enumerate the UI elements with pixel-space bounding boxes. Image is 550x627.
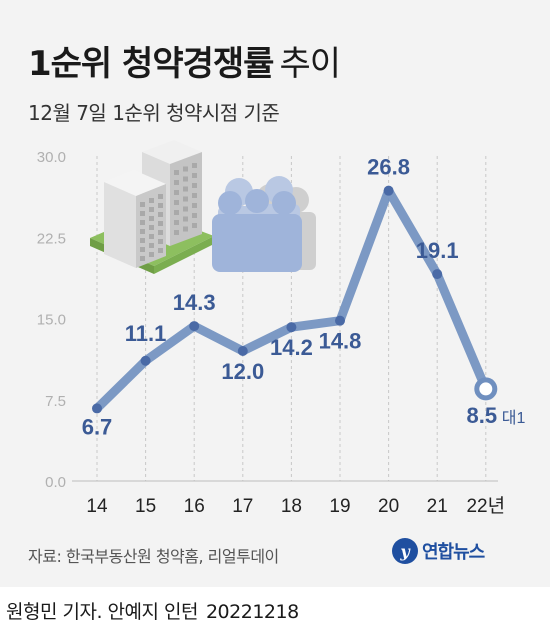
series-layer: [92, 185, 498, 414]
source-note: 자료: 한국부동산원 청약홈, 리얼투데이: [28, 547, 279, 566]
title-main: 1순위 청약경쟁률: [28, 44, 274, 84]
line-chart: 30.0 22.5 15.0 7.5 0.0 14 15 16 17 18 19 20 21 22년: [36, 140, 526, 517]
data-point: [383, 185, 394, 196]
x-tick-label: 18: [281, 496, 302, 517]
data-label: 6.7: [82, 414, 113, 439]
infographic-card: 1순위 청약경쟁률 추이 12월 7일 1순위 청약시점 기준 30.0 22.5 1…: [0, 0, 550, 587]
credit-line: 원형민 기자. 안예지 인턴 20221218: [6, 597, 299, 624]
chart-subtitle: 12월 7일 1순위 청약시점 기준: [28, 101, 280, 125]
data-label: 8.5: [467, 403, 498, 428]
logo-text: 연합뉴스: [422, 542, 485, 563]
data-label: 12.0: [221, 359, 264, 384]
data-label: 14.2: [270, 335, 313, 360]
y-tick-label: 22.5: [37, 230, 66, 247]
x-tick-label: 21: [427, 496, 448, 517]
y-tick-label: 7.5: [45, 393, 66, 410]
y-tick-label: 0.0: [45, 474, 66, 491]
label-layer: 6.7 11.114.3 12.014.2 14.8 26.8 19.1 8.5 대1: [82, 155, 526, 440]
data-point: [474, 377, 498, 401]
data-label: 26.8: [367, 155, 410, 180]
illustration-layer: [90, 140, 316, 274]
people-group-icon: [212, 176, 316, 272]
y-tick-label: 15.0: [37, 312, 66, 329]
data-label-unit: 대1: [502, 409, 526, 427]
x-tick-label: 15: [135, 496, 156, 517]
data-point: [286, 322, 297, 333]
yonhap-logo: y 연합뉴스: [392, 538, 485, 564]
data-label: 14.3: [173, 290, 216, 315]
data-point: [335, 315, 345, 326]
data-label: 19.1: [416, 238, 459, 263]
data-point: [189, 321, 200, 332]
yonhap-logo-icon: y: [392, 538, 418, 564]
credit-author: 원형민 기자. 안예지 인턴: [6, 601, 198, 623]
y-tick-label: 30.0: [37, 149, 66, 166]
credit-date: 20221218: [205, 601, 299, 623]
x-tick-label: 19: [329, 496, 350, 517]
x-tick-label: 14: [86, 496, 108, 517]
x-tick-label: 17: [232, 496, 253, 517]
x-tick-label: 16: [184, 496, 205, 517]
data-point: [140, 355, 151, 366]
x-tick-label: 22년: [466, 495, 505, 517]
data-point: [92, 403, 102, 414]
title-sub: 추이: [279, 44, 341, 84]
data-label: 14.8: [319, 329, 362, 354]
data-label: 11.1: [125, 321, 167, 346]
x-tick-label: 20: [378, 496, 399, 517]
chart-title: 1순위 청약경쟁률 추이: [28, 36, 341, 85]
data-point: [237, 346, 248, 356]
data-point: [432, 269, 443, 280]
apartment-building-icon: [90, 140, 214, 274]
